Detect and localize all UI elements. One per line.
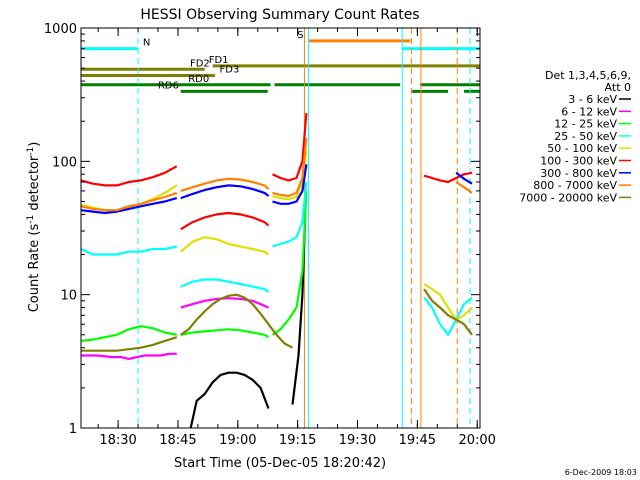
series-3-segment-3 bbox=[423, 296, 473, 336]
x-tick-label-0: 18:30 bbox=[99, 433, 136, 448]
series-8-segment-2 bbox=[423, 288, 473, 336]
series-2-segment-2 bbox=[271, 190, 308, 336]
x-axis-label: Start Time (05-Dec-05 18:20:42) bbox=[174, 456, 386, 471]
y-axis-label-sup2: -1 bbox=[26, 147, 36, 156]
y-tick-label-2: 100 bbox=[52, 155, 77, 170]
series-6-segment-2 bbox=[272, 164, 308, 205]
data-series bbox=[80, 113, 473, 429]
series-7-segment-0 bbox=[80, 191, 178, 212]
flag-label-rd6: RD6 bbox=[158, 80, 179, 91]
x-tick-label-4: 19:30 bbox=[339, 433, 376, 448]
legend-label-2: 12 - 25 keV bbox=[554, 118, 617, 131]
y-tick-label-3: 1000 bbox=[44, 22, 77, 37]
x-tick-label-6: 20:00 bbox=[458, 433, 495, 448]
legend-label-3: 25 - 50 keV bbox=[554, 130, 617, 143]
legend-label-1: 6 - 12 keV bbox=[561, 105, 617, 118]
series-6-segment-0 bbox=[80, 197, 178, 215]
legend-label-4: 50 - 100 keV bbox=[547, 142, 617, 155]
x-tick-label-2: 19:00 bbox=[219, 433, 256, 448]
y-axis-label-sup1: -1 bbox=[26, 215, 36, 224]
legend-label-7: 800 - 7000 keV bbox=[533, 179, 617, 192]
series-3-segment-2 bbox=[272, 181, 308, 248]
y-axis-label-main: Count Rate (s bbox=[27, 224, 42, 313]
flag-label-rd0: RD0 bbox=[188, 74, 209, 85]
axes: 18:30 18:45 19:00 19:15 19:30 19:45 20:00 1 10 10… bbox=[44, 22, 496, 448]
series-5-segment-2 bbox=[272, 113, 308, 182]
series-0-segment-0 bbox=[189, 371, 270, 429]
flag-label-fd1: FD1 bbox=[209, 55, 229, 66]
legend-header-line-1: Det 1,3,4,5,6,9, bbox=[545, 69, 631, 82]
series-2 bbox=[80, 190, 308, 342]
series-1 bbox=[81, 297, 269, 360]
series-1-segment-1 bbox=[180, 297, 269, 309]
legend-header-line-2: Att 0 bbox=[605, 81, 631, 94]
series-5-segment-0 bbox=[80, 165, 178, 187]
series-8-segment-0 bbox=[81, 336, 178, 352]
series-3-segment-1 bbox=[180, 278, 270, 293]
series-3-segment-0 bbox=[80, 245, 178, 256]
series-3 bbox=[80, 181, 473, 336]
series-4-segment-1 bbox=[180, 236, 270, 256]
series-7-segment-2 bbox=[272, 137, 308, 198]
series-6-segment-3 bbox=[455, 171, 473, 185]
y-tick-label-0: 1 bbox=[69, 422, 77, 437]
y-axis-label: Count Rate (s-1 detector-1) bbox=[26, 142, 42, 313]
legend-label-6: 300 - 800 keV bbox=[540, 167, 617, 180]
x-tick-label-5: 19:45 bbox=[399, 433, 436, 448]
series-5-segment-1 bbox=[180, 211, 270, 231]
series-7-segment-3 bbox=[455, 181, 473, 194]
legend-label-8: 7000 - 20000 keV bbox=[519, 191, 617, 204]
legend-label-0: 3 - 6 keV bbox=[568, 93, 617, 106]
series-2-segment-1 bbox=[180, 328, 270, 339]
plot-frame bbox=[80, 27, 481, 429]
flag-label-n: N bbox=[143, 38, 150, 49]
y-axis-label-end: ) bbox=[27, 142, 42, 147]
series-6 bbox=[80, 164, 473, 215]
y-axis-label-tail: detector bbox=[27, 155, 42, 215]
legend-label-5: 100 - 300 keV bbox=[540, 155, 617, 168]
series-4-segment-3 bbox=[423, 283, 473, 321]
x-tick-label-3: 19:15 bbox=[279, 433, 316, 448]
series-8 bbox=[81, 288, 473, 352]
series-7-segment-1 bbox=[180, 177, 270, 192]
footer-date: 6-Dec-2009 18:03 bbox=[565, 468, 637, 477]
series-7 bbox=[80, 137, 473, 212]
series-6-segment-1 bbox=[180, 184, 270, 200]
series-5 bbox=[80, 113, 473, 231]
x-tick-label-1: 18:45 bbox=[159, 433, 196, 448]
flag-label-fd2: FD2 bbox=[190, 58, 210, 69]
series-5-segment-3 bbox=[423, 171, 473, 184]
chart-title: HESSI Observing Summary Count Rates bbox=[140, 7, 419, 23]
series-2-segment-0 bbox=[80, 325, 178, 342]
flag-label-fd3: FD3 bbox=[220, 65, 240, 76]
series-8-segment-1 bbox=[180, 293, 294, 349]
series-1-segment-0 bbox=[81, 352, 177, 360]
y-tick-label-1: 10 bbox=[60, 289, 77, 304]
flag-label-s: S bbox=[297, 30, 303, 41]
